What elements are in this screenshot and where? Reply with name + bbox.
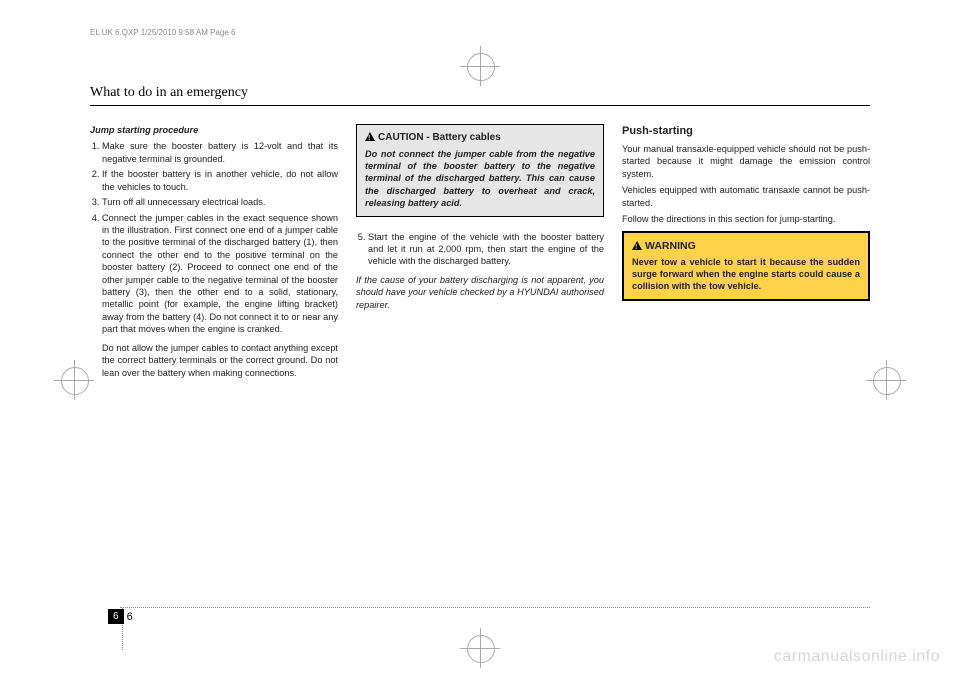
column-3: Push-starting Your manual transaxle-equi… bbox=[622, 124, 870, 383]
jump-start-step-5: Start the engine of the vehicle with the… bbox=[356, 231, 604, 268]
step-3: Turn off all unnecessary electrical load… bbox=[102, 196, 338, 208]
step-4: Connect the jumper cables in the exact s… bbox=[102, 212, 338, 336]
chapter-number: 6 bbox=[108, 609, 124, 624]
step-1: Make sure the booster battery is 12-volt… bbox=[102, 140, 338, 165]
jump-start-heading: Jump starting procedure bbox=[90, 124, 338, 136]
page-number-box: 6 6 bbox=[108, 609, 133, 624]
crop-mark-top bbox=[460, 46, 500, 86]
push-start-p3: Follow the directions in this section fo… bbox=[622, 213, 870, 225]
warning-title-text: WARNING bbox=[645, 240, 696, 252]
page-number: 6 bbox=[127, 611, 133, 623]
caution-title-text: CAUTION - Battery cables bbox=[378, 132, 501, 143]
step-5: Start the engine of the vehicle with the… bbox=[368, 231, 604, 268]
discharge-note: If the cause of your battery discharging… bbox=[356, 274, 604, 311]
footer-divider bbox=[120, 607, 870, 608]
crop-mark-right bbox=[866, 360, 906, 400]
caution-box: CAUTION - Battery cables Do not connect … bbox=[356, 124, 604, 217]
warning-box: WARNING Never tow a vehicle to start it … bbox=[622, 231, 870, 300]
crop-mark-left bbox=[54, 360, 94, 400]
watermark: carmanualsonline.info bbox=[774, 648, 940, 666]
caution-icon bbox=[365, 132, 375, 141]
section-title: What to do in an emergency bbox=[90, 85, 870, 106]
crop-mark-bottom bbox=[460, 628, 500, 668]
content-columns: Jump starting procedure Make sure the bo… bbox=[90, 124, 870, 383]
column-2: CAUTION - Battery cables Do not connect … bbox=[356, 124, 604, 383]
warning-body: Never tow a vehicle to start it because … bbox=[632, 256, 860, 293]
warning-icon bbox=[632, 241, 642, 250]
push-start-p1: Your manual transaxle-equipped vehicle s… bbox=[622, 143, 870, 180]
warning-title: WARNING bbox=[632, 239, 860, 253]
push-start-p2: Vehicles equipped with automatic transax… bbox=[622, 184, 870, 209]
file-meta-header: EL UK 6.QXP 1/25/2010 9:58 AM Page 6 bbox=[90, 28, 235, 37]
caution-body: Do not connect the jumper cable from the… bbox=[365, 148, 595, 210]
step-2: If the booster battery is in another veh… bbox=[102, 168, 338, 193]
column-1: Jump starting procedure Make sure the bo… bbox=[90, 124, 338, 383]
cables-note: Do not allow the jumper cables to contac… bbox=[90, 342, 338, 379]
jump-start-steps-1-4: Make sure the booster battery is 12-volt… bbox=[90, 140, 338, 335]
manual-page: EL UK 6.QXP 1/25/2010 9:58 AM Page 6 Wha… bbox=[0, 0, 960, 678]
caution-title: CAUTION - Battery cables bbox=[365, 131, 595, 145]
push-start-heading: Push-starting bbox=[622, 124, 870, 139]
